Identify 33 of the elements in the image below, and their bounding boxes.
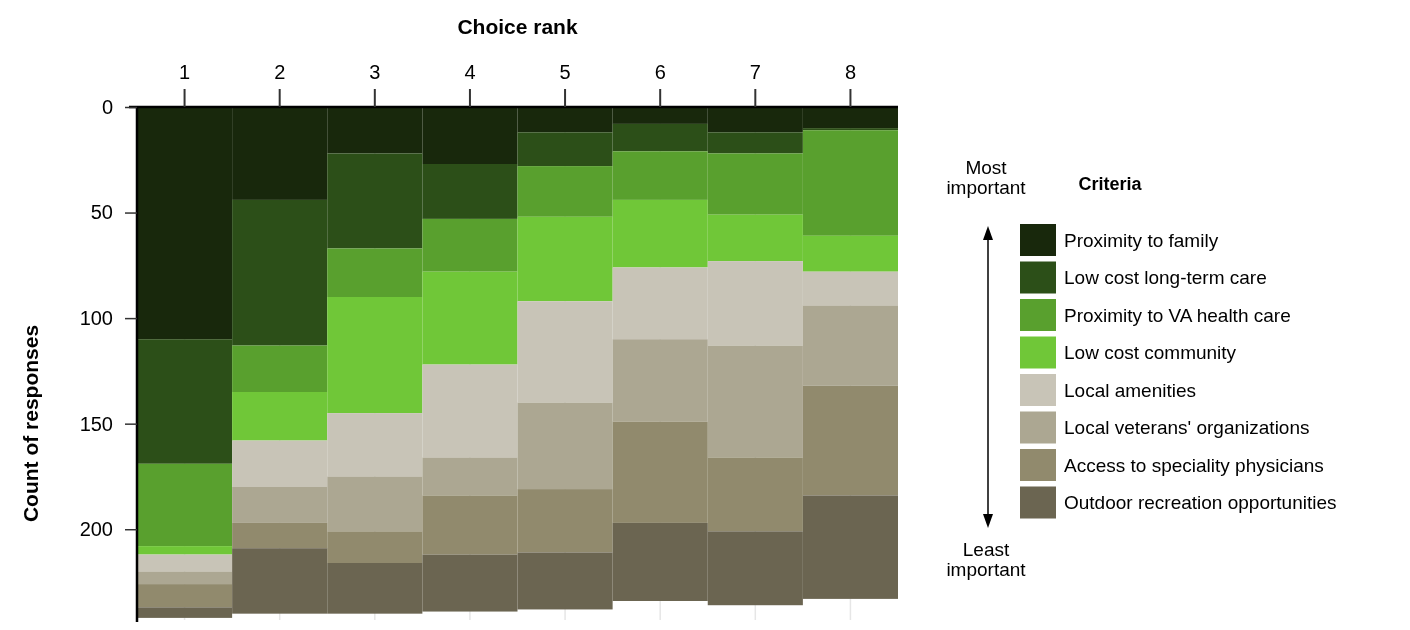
legend-label: Access to speciality physicians (1064, 454, 1324, 476)
y-tick-label: 150 (79, 412, 113, 435)
x-tick-label: 7 (749, 61, 761, 83)
bar (802, 128, 898, 131)
y-tick-label: 200 (79, 518, 113, 541)
x-tick-label: 2 (274, 61, 286, 83)
legend-label: Low cost long-term care (1064, 267, 1267, 289)
x-axis-title: Choice rank (457, 15, 578, 38)
x-tick-label: 8 (844, 61, 856, 83)
text: Most important (946, 157, 1027, 198)
y-tick-label: 100 (79, 307, 113, 330)
y-axis-title: Count of responses (19, 324, 42, 523)
x-tick-label: 4 (464, 61, 476, 83)
legend-label: Local veterans' organizations (1064, 417, 1310, 439)
legend-label: Proximity to family (1064, 229, 1219, 251)
text: Least important (946, 539, 1027, 580)
legend-label: Low cost community (1064, 342, 1237, 364)
bar (232, 345, 328, 392)
y-tick-label: 50 (90, 201, 113, 224)
x-tick-label: 6 (654, 61, 666, 83)
bar (137, 571, 233, 585)
bar (137, 584, 233, 608)
bar (137, 463, 233, 547)
legend-label: Proximity to VA health care (1064, 304, 1291, 326)
legend-label: Local amenities (1064, 379, 1197, 401)
legend-title: Criteria (1078, 174, 1143, 194)
x-tick-label: 5 (559, 61, 571, 83)
x-tick-label: 1 (179, 61, 191, 83)
x-tick-label: 3 (369, 61, 381, 83)
legend-label: Outdoor recreation opportunities (1064, 492, 1337, 514)
bar (137, 554, 233, 572)
bar (137, 546, 233, 555)
y-tick-label: 0 (101, 95, 113, 118)
